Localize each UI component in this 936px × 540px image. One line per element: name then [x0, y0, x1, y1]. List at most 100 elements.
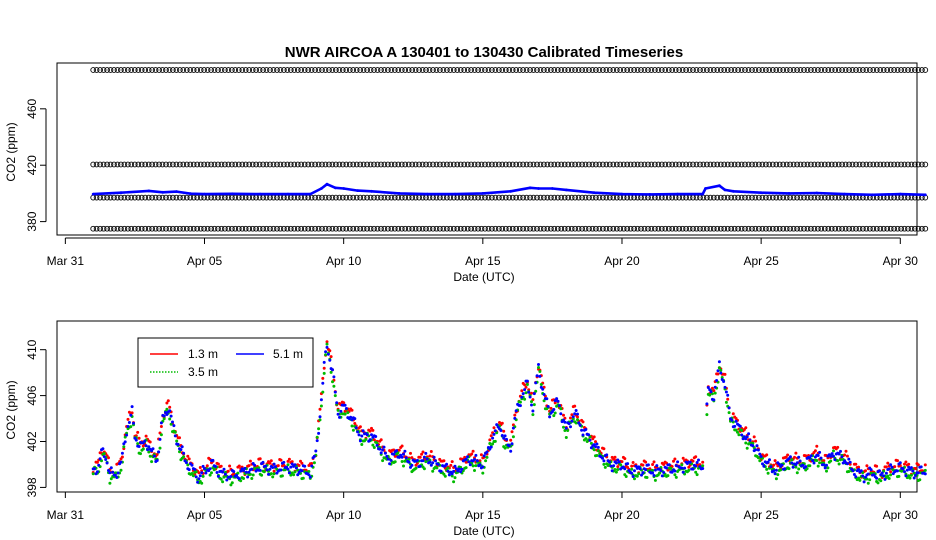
point-5-1-m — [577, 421, 581, 425]
reference-point — [371, 194, 377, 201]
point-5-1-m — [719, 371, 723, 375]
reference-point — [107, 194, 114, 201]
reference-point — [281, 161, 287, 168]
point-5-1-m — [502, 436, 506, 440]
point-5-1-m — [673, 469, 677, 473]
reference-point — [520, 194, 526, 201]
reference-point — [710, 161, 717, 168]
point-1-3-m — [418, 455, 422, 459]
point-1-3-m — [731, 412, 735, 416]
y-tick-label-420: 420 — [25, 155, 39, 175]
reference-point — [606, 67, 613, 73]
reference-point — [818, 67, 825, 73]
x-tick-label-apr-10: Apr 10 — [326, 254, 362, 268]
reference-point — [783, 194, 790, 201]
top-series-point — [370, 189, 373, 193]
point-5-1-m — [158, 437, 162, 441]
point-5-1-m — [204, 471, 208, 475]
point-5-1-m — [339, 409, 343, 413]
x-axis-label-top: Date (UTC) — [453, 270, 514, 284]
reference-point — [901, 67, 908, 73]
reference-point — [558, 225, 565, 232]
reference-point — [489, 225, 495, 232]
reference-point — [395, 225, 402, 232]
point-5-1-m — [514, 409, 518, 413]
point-5-1-m — [216, 474, 220, 478]
reference-point — [229, 194, 235, 201]
point-5-1-m — [698, 465, 702, 469]
point-5-1-m — [208, 467, 212, 471]
point-3-5-m — [531, 413, 535, 417]
point-1-3-m — [581, 420, 585, 424]
point-3-5-m — [173, 430, 177, 434]
top-series-point — [286, 192, 290, 196]
reference-point — [593, 67, 599, 73]
point-5-1-m — [670, 470, 674, 474]
point-5-1-m — [467, 460, 471, 464]
point-5-1-m — [382, 445, 386, 449]
point-5-1-m — [759, 455, 763, 458]
point-3-5-m — [190, 472, 194, 475]
point-5-1-m — [315, 439, 319, 443]
top-series-point — [704, 187, 707, 190]
point-5-1-m — [574, 409, 578, 412]
point-5-1-m — [459, 470, 463, 474]
reference-point — [294, 161, 301, 168]
reference-point — [409, 194, 416, 201]
reference-point — [600, 67, 606, 73]
reference-point — [457, 161, 464, 168]
reference-point — [548, 194, 554, 201]
reference-point — [693, 67, 700, 73]
point-1-3-m — [616, 465, 620, 469]
reference-point — [669, 225, 676, 232]
reference-point — [586, 161, 592, 168]
reference-point — [742, 67, 748, 73]
reference-point — [319, 225, 325, 232]
reference-point — [672, 67, 679, 73]
reference-point — [357, 67, 364, 73]
reference-point — [551, 67, 558, 73]
point-5-1-m — [143, 439, 147, 443]
reference-point — [156, 225, 162, 232]
point-5-1-m — [125, 433, 129, 437]
point-5-1-m — [852, 473, 856, 476]
point-5-1-m — [152, 454, 156, 458]
point-5-1-m — [193, 467, 197, 471]
reference-point — [884, 225, 891, 232]
reference-point — [693, 225, 700, 232]
reference-point — [769, 67, 776, 73]
reference-point — [142, 225, 149, 232]
reference-point — [246, 67, 253, 73]
point-1-3-m — [328, 349, 332, 353]
y-tick-label-460: 460 — [25, 98, 39, 118]
reference-point — [877, 67, 884, 73]
reference-point — [776, 225, 783, 232]
reference-point — [627, 67, 634, 73]
reference-point — [131, 67, 138, 73]
reference-point — [468, 67, 474, 73]
reference-point — [610, 194, 617, 201]
reference-point — [93, 225, 100, 232]
reference-point — [773, 161, 780, 168]
reference-point — [901, 225, 908, 232]
reference-point — [447, 225, 454, 232]
point-3-5-m — [790, 458, 794, 462]
point-1-3-m — [415, 461, 419, 465]
point-5-1-m — [353, 417, 357, 421]
point-1-3-m — [318, 407, 322, 411]
reference-point — [787, 225, 793, 232]
point-1-3-m — [864, 469, 867, 473]
reference-point — [215, 161, 221, 168]
point-5-1-m — [854, 475, 858, 479]
reference-point — [444, 161, 450, 168]
point-3-5-m — [484, 459, 488, 463]
reference-point — [794, 67, 800, 73]
point-5-1-m — [808, 456, 812, 460]
point-5-1-m — [745, 435, 749, 439]
reference-point — [97, 225, 103, 232]
reference-point — [898, 225, 904, 232]
reference-series-397 — [90, 194, 929, 201]
reference-point — [163, 67, 169, 73]
point-1-3-m — [907, 462, 911, 466]
reference-point — [222, 161, 228, 168]
